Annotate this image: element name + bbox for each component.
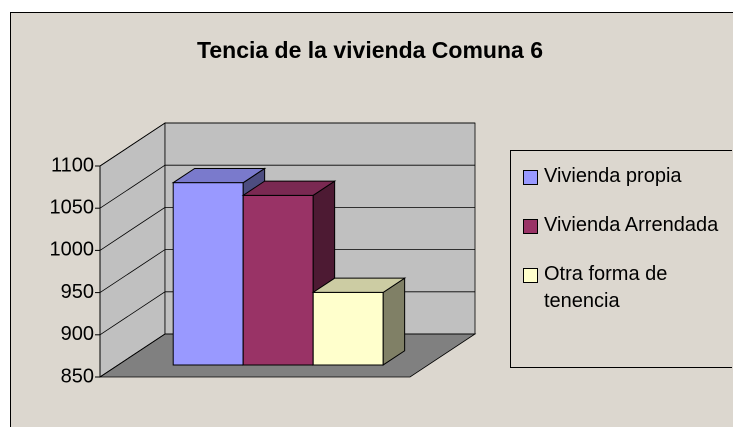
grid-line bbox=[99, 164, 475, 209]
grid-line bbox=[99, 122, 475, 167]
bar-front bbox=[312, 291, 384, 366]
legend-item: Vivienda propia bbox=[523, 163, 732, 190]
legend-swatch bbox=[523, 268, 538, 283]
bar bbox=[311, 277, 407, 366]
bar-front bbox=[242, 194, 314, 366]
grid-line bbox=[99, 249, 475, 293]
legend: Vivienda propia Vivienda Arrendada Otra fo… bbox=[510, 150, 732, 368]
legend-label: Vivienda propia bbox=[544, 165, 682, 187]
bar-top bbox=[311, 277, 407, 293]
bar-front bbox=[172, 182, 244, 366]
y-tick-label: 1000 bbox=[50, 239, 95, 261]
legend-item: Vivienda Arrendada bbox=[523, 212, 732, 239]
bar-top bbox=[171, 167, 267, 184]
legend-label: Vivienda Arrendada bbox=[544, 214, 719, 236]
legend-label: Otra forma de tenencia bbox=[544, 263, 668, 312]
side-wall bbox=[99, 122, 166, 378]
y-tick-label: 950 bbox=[61, 281, 94, 303]
legend-item: Otra forma de tenencia bbox=[523, 261, 732, 315]
bar-side bbox=[382, 277, 406, 366]
grid-line bbox=[99, 206, 475, 251]
y-tick-label: 900 bbox=[61, 323, 94, 345]
legend-swatch bbox=[523, 170, 538, 185]
y-tick-label: 1100 bbox=[51, 154, 94, 176]
chart-title: Tencia de la vivienda Comuna 6 bbox=[197, 37, 543, 63]
bar-top bbox=[241, 180, 337, 196]
y-tick-label: 1050 bbox=[50, 196, 95, 218]
legend-swatch bbox=[523, 219, 538, 234]
y-tick-label: 850 bbox=[61, 365, 94, 387]
